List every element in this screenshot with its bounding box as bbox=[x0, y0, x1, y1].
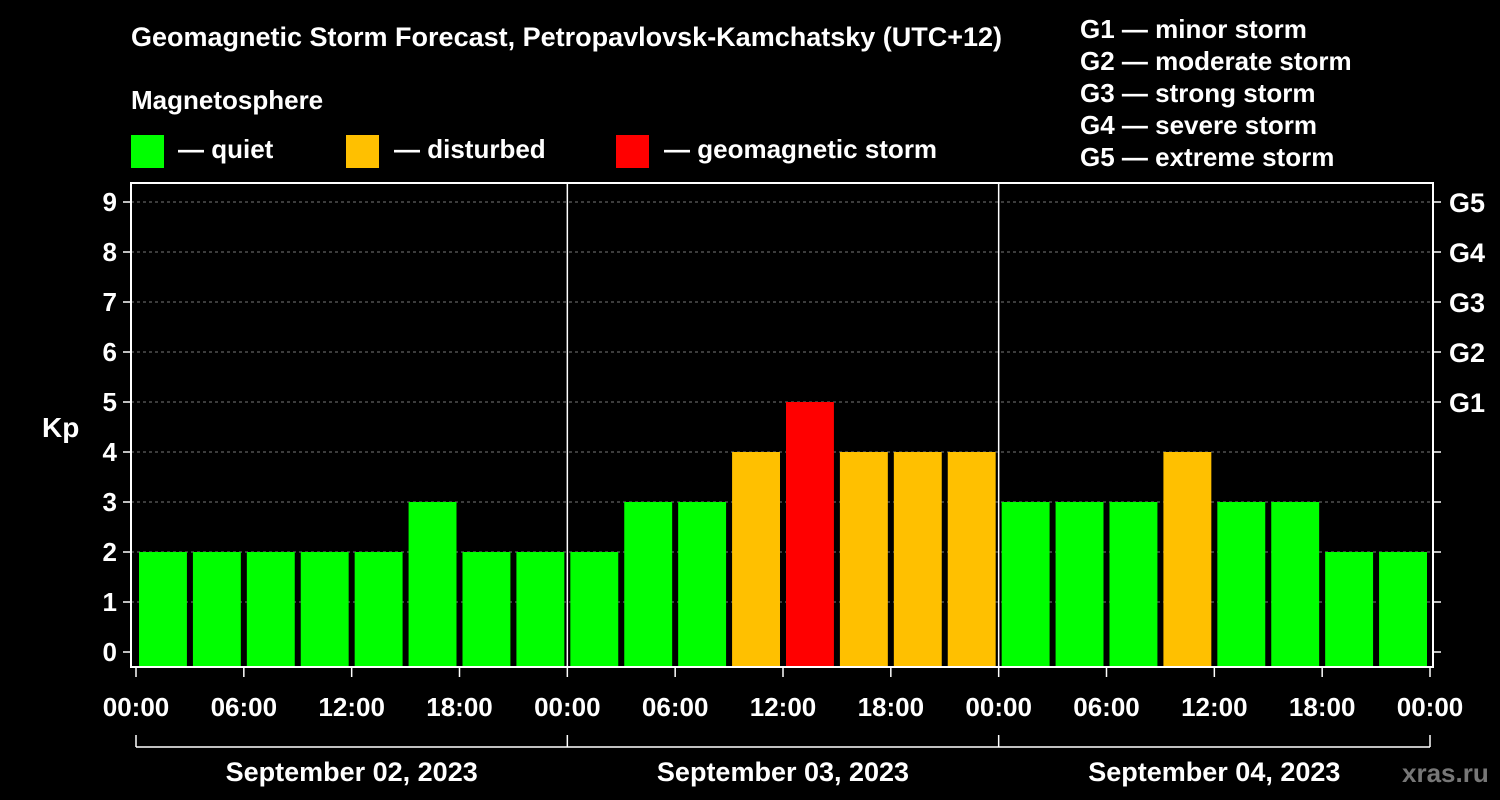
plot-frame bbox=[130, 182, 1434, 668]
legend-swatch-quiet bbox=[131, 135, 164, 168]
bar-10 bbox=[678, 502, 727, 667]
bar-19 bbox=[1163, 452, 1212, 667]
bar-15 bbox=[947, 452, 996, 667]
g-level-g1: G1 — minor storm bbox=[1080, 14, 1307, 44]
day-label-2: September 04, 2023 bbox=[1088, 757, 1340, 787]
g-level-g4: G4 — severe storm bbox=[1080, 110, 1318, 140]
g-level-g5: G5 — extreme storm bbox=[1080, 142, 1335, 172]
bar-18 bbox=[1109, 502, 1158, 667]
g-tick-label-g4: G4 bbox=[1449, 238, 1485, 268]
x-tick-label-11: 18:00 bbox=[1289, 692, 1356, 722]
x-tick-label-8: 00:00 bbox=[965, 692, 1032, 722]
bar-21 bbox=[1271, 502, 1320, 667]
bar-12 bbox=[786, 402, 834, 667]
bar-23 bbox=[1379, 552, 1427, 667]
bar-6 bbox=[462, 552, 511, 667]
bar-13 bbox=[839, 452, 888, 667]
x-tick-label-7: 18:00 bbox=[858, 692, 925, 722]
y-tick-label-0: 0 bbox=[103, 637, 117, 667]
x-tick-label-6: 12:00 bbox=[750, 692, 817, 722]
bar-1 bbox=[192, 552, 241, 667]
y-tick-label-1: 1 bbox=[103, 587, 117, 617]
bar-3 bbox=[300, 552, 349, 667]
legend-swatch-disturbed bbox=[346, 135, 379, 168]
bar-11 bbox=[732, 452, 780, 667]
legend-label-quiet: — quiet bbox=[178, 134, 274, 164]
y-tick-label-8: 8 bbox=[103, 237, 117, 267]
x-tick-label-5: 06:00 bbox=[642, 692, 709, 722]
x-tick-label-3: 18:00 bbox=[426, 692, 493, 722]
y-tick-label-4: 4 bbox=[103, 437, 118, 467]
bar-9 bbox=[624, 502, 673, 667]
legend-swatch-storm bbox=[616, 135, 649, 168]
chart-title: Geomagnetic Storm Forecast, Petropavlovs… bbox=[131, 22, 1003, 52]
x-tick-label-0: 00:00 bbox=[103, 692, 170, 722]
x-tick-label-2: 12:00 bbox=[318, 692, 385, 722]
x-tick-label-4: 00:00 bbox=[534, 692, 601, 722]
bar-2 bbox=[246, 552, 295, 667]
g-tick-label-g3: G3 bbox=[1449, 288, 1485, 318]
g-tick-label-g5: G5 bbox=[1449, 188, 1485, 218]
bar-8 bbox=[570, 552, 619, 667]
x-tick-label-1: 06:00 bbox=[211, 692, 278, 722]
legend-label-disturbed: — disturbed bbox=[394, 134, 546, 164]
bar-4 bbox=[354, 552, 403, 667]
bar-14 bbox=[893, 452, 942, 667]
y-axis-label: Kp bbox=[42, 412, 80, 443]
day-label-0: September 02, 2023 bbox=[226, 757, 478, 787]
bar-17 bbox=[1055, 502, 1104, 667]
bar-20 bbox=[1217, 502, 1266, 667]
y-tick-label-3: 3 bbox=[103, 487, 117, 517]
day-label-1: September 03, 2023 bbox=[657, 757, 909, 787]
y-tick-label-6: 6 bbox=[103, 337, 117, 367]
legend-label-storm: — geomagnetic storm bbox=[664, 134, 938, 164]
g-tick-label-g1: G1 bbox=[1449, 388, 1485, 418]
watermark: xras.ru bbox=[1402, 758, 1489, 788]
legend-heading: Magnetosphere bbox=[131, 85, 324, 115]
g-level-g2: G2 — moderate storm bbox=[1080, 46, 1352, 76]
bar-16 bbox=[1001, 502, 1050, 667]
g-level-g3: G3 — strong storm bbox=[1080, 78, 1316, 108]
y-tick-label-5: 5 bbox=[103, 387, 117, 417]
y-tick-label-2: 2 bbox=[103, 537, 117, 567]
y-tick-label-9: 9 bbox=[103, 187, 117, 217]
bar-5 bbox=[408, 502, 457, 667]
bar-7 bbox=[516, 552, 565, 667]
y-tick-label-7: 7 bbox=[103, 287, 117, 317]
x-tick-label-12: 00:00 bbox=[1397, 692, 1464, 722]
x-tick-label-9: 06:00 bbox=[1073, 692, 1140, 722]
bar-0 bbox=[139, 552, 187, 667]
x-tick-label-10: 12:00 bbox=[1181, 692, 1248, 722]
bar-22 bbox=[1325, 552, 1374, 667]
g-tick-label-g2: G2 bbox=[1449, 338, 1485, 368]
